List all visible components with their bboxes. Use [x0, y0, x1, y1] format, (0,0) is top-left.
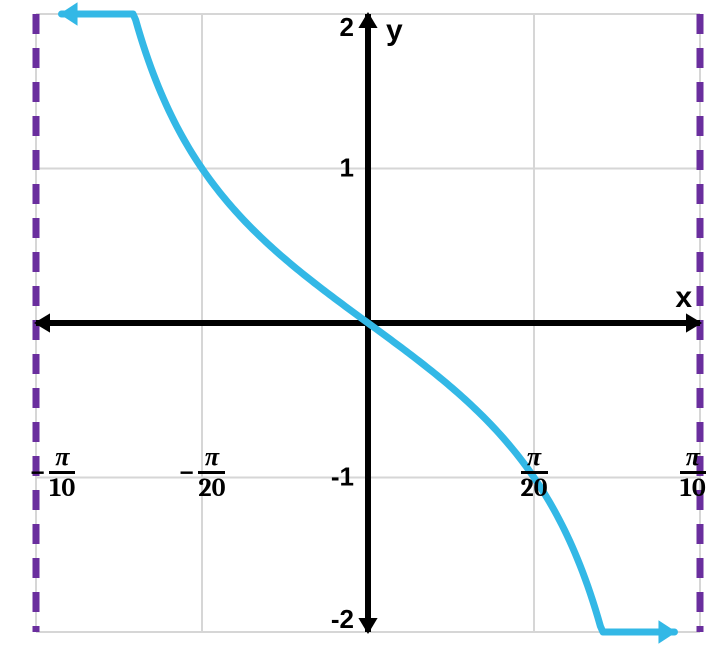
x-tick-label: π20 [521, 444, 548, 501]
tangent-chart: -2 -1 1 2 y x −π10 −π20 π20 π10 [0, 0, 712, 646]
chart-svg: -2 -1 1 2 y x [0, 0, 712, 646]
y-axis-label: y [386, 14, 403, 47]
y-tick-label: -1 [331, 462, 354, 492]
y-tick-label: 1 [340, 153, 354, 183]
x-tick-label: π10 [680, 444, 706, 501]
x-tick-label: −π10 [30, 444, 75, 501]
x-axis-label: x [675, 281, 692, 314]
y-tick-label: -2 [331, 604, 354, 634]
y-tick-label: 2 [340, 12, 354, 42]
x-tick-label: −π20 [179, 444, 225, 501]
